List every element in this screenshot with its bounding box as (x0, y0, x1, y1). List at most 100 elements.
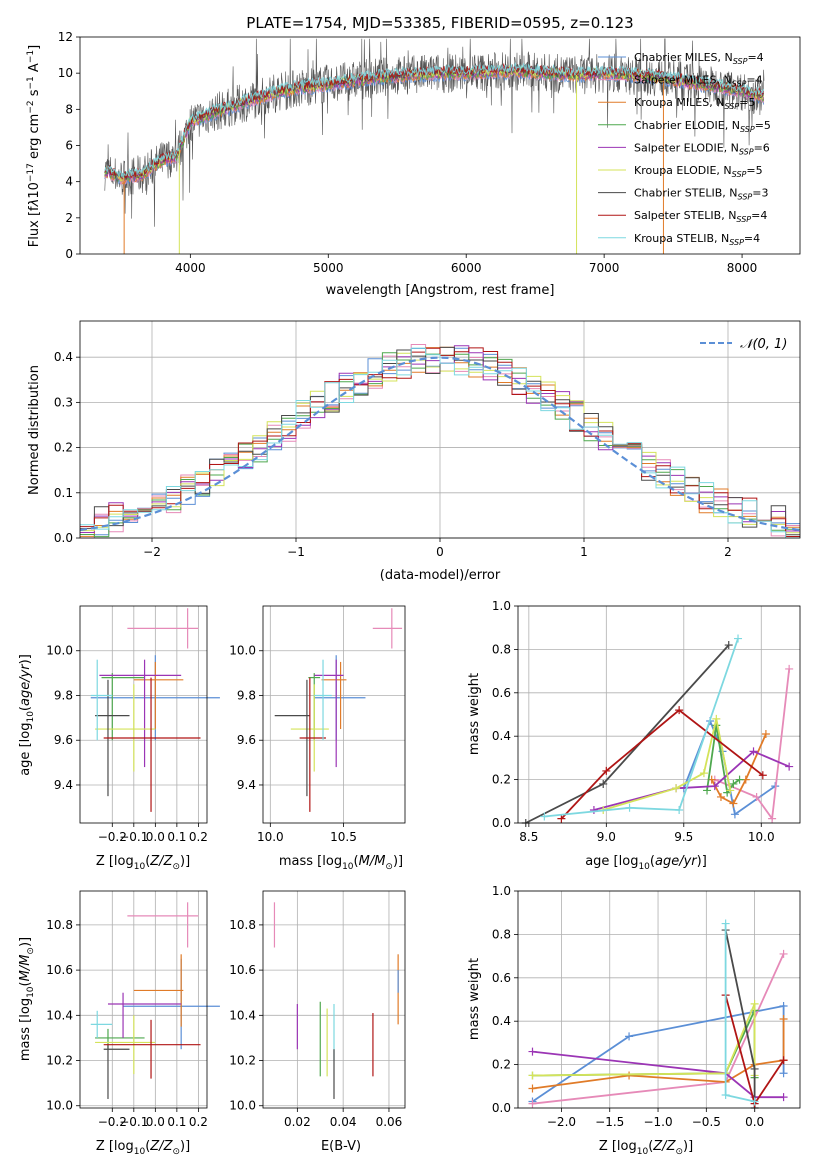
age_vs_mass-ytick-label: 9.4 (237, 778, 256, 792)
residuals-xtick-label: −2 (143, 545, 161, 559)
age_vs_mass-xtick-label: 10.0 (257, 830, 284, 844)
hist-kroupa_stelib (80, 347, 800, 539)
mass_vs_Z-grid (80, 891, 207, 1108)
mass-weight-marker-kroupa_elodie (726, 786, 735, 795)
mass_weight_vs_Z-frame (517, 890, 801, 1109)
mass-weight-marker-kroupa_stelib (675, 805, 684, 814)
mass_vs_ebv-xtick-label: 0.04 (330, 1115, 357, 1129)
mass-weight-marker-salpeter_stelib (779, 1056, 788, 1065)
mass-weight-line-salpeter_elodie (532, 1050, 784, 1099)
mass-weight-marker-kroupa_stelib (540, 812, 549, 821)
spectrum-panel: PLATE=1754, MJD=53385, FIBERID=0595, z=0… (26, 14, 801, 298)
mass_weight_vs_Z-ytick-label: 0.4 (492, 1014, 511, 1028)
mass-weight-marker-salpeter_elodie (589, 805, 598, 814)
spectrum-ytick-label: 8 (65, 102, 73, 116)
mass-weight-marker-chabrier_miles (779, 1002, 788, 1011)
mass-weight-vs-age-panel: 8.5 9.0 9.5 10.0 0.0 0.2 0.4 0.6 0.8 1.0 age [log… (467, 599, 801, 872)
mass-weight-marker-chabrier_stelib (599, 779, 608, 788)
mass_weight_vs_Z-ytick-label: 0.0 (492, 1101, 511, 1115)
mass_weight_vs_age-ytick-label: 1.0 (492, 599, 511, 613)
age_vs_mass-xtick-label: 10.5 (330, 830, 357, 844)
age_vs_Z-ytick-label: 10.0 (46, 644, 73, 658)
spectrum-frame (79, 36, 801, 255)
residuals-ytick-label: 0.1 (54, 486, 73, 500)
mass_vs_ebv-ytick-label: 10.8 (229, 918, 256, 932)
age_vs_Z-xtick-label: 0.0 (146, 830, 165, 844)
mass-weight-marker-kroupa_miles (761, 730, 770, 739)
residuals-marks (79, 344, 801, 539)
mass-weight-marker-salpeter_stelib (675, 706, 684, 715)
mass_weight_vs_age-ytick-label: 0.2 (492, 773, 511, 787)
mass_vs_ebv-ytick-label: 10.2 (229, 1054, 256, 1068)
mass_vs_Z-xtick-label: 0.0 (146, 1115, 165, 1129)
mass_vs_Z-xtick-label: −0.1 (119, 1115, 148, 1129)
legend-label-salpeter_miles: Salpeter MILES, NSSP=4 (634, 74, 763, 89)
mass-weight-line-kroupa_miles (532, 1019, 785, 1090)
mass-weight-marker-kroupa_elodie (699, 769, 708, 778)
mass_vs_Z-marks (90, 902, 220, 1099)
mass_weight_vs_age-ytick-label: 0.6 (492, 686, 511, 700)
mass_vs_ebv-ytick-label: 10.6 (229, 963, 256, 977)
mass-weight-marker-salpeter_stelib (557, 814, 566, 823)
mass-weight-marker-chabrier_elodie (735, 775, 744, 784)
mass_vs_ebv-xtick-label: 0.06 (376, 1115, 403, 1129)
residuals-ytick-label: 0.0 (54, 531, 73, 545)
mass-weight-vs-metallicity-panel: −2.0 −1.5 −1.0 −0.5 0.0 0.0 0.2 0.4 0.6 0.8 1.0 Z … (467, 884, 801, 1157)
residuals-xlabel: (data-model)/error (380, 568, 501, 583)
mass-weight-marker-kroupa_elodie (712, 714, 721, 723)
mass-weight-marker-kroupa_elodie (750, 999, 759, 1008)
age-z-ylabel: age [log10(age/yr)] (18, 654, 36, 776)
mass-weight-marker-kroupa_stelib (750, 1097, 759, 1106)
legend-label-salpeter_stelib: Salpeter STELIB, NSSP=4 (634, 209, 767, 224)
spectrum-model-kroupa_stelib (104, 61, 765, 179)
mass-weight-marker-kroupa_miles (729, 799, 738, 808)
mass-weight-marker-kroupa_stelib (721, 1090, 730, 1099)
mass_weight_vs_age-xtick-label: 10.0 (748, 830, 775, 844)
spectrum-xtick-label: 5000 (313, 261, 344, 275)
spectrum-ytick-label: 0 (65, 247, 73, 261)
mass-weight-marker-salpeter_elodie (785, 762, 794, 771)
mass-vs-metallicity-panel: −0.2−0.10.0 0.1 0.2 10.0 10.2 10.4 10.6 10.8 Z … (18, 890, 220, 1157)
mass_weight_vs_Z-ytick-label: 0.8 (492, 927, 511, 941)
mass_weight_vs_Z-xtick-label: 0.0 (745, 1115, 764, 1129)
age_vs_Z-xtick-label: 0.2 (189, 830, 208, 844)
mass-weight-marker-kroupa_stelib (625, 803, 634, 812)
residuals-xtick-label: 2 (724, 545, 732, 559)
mass-weight-marker-chabrier_elodie (703, 786, 712, 795)
age_vs_mass-ytick-label: 9.8 (237, 688, 256, 702)
mass_weight_vs_age-ytick-label: 0.0 (492, 816, 511, 830)
mass_vs_Z-ytick-label: 10.8 (46, 918, 73, 932)
mass_weight_vs_age-xtick-label: 9.0 (597, 830, 616, 844)
mass_weight_vs_Z-xtick-label: −1.0 (643, 1115, 672, 1129)
mass-ebv-xlabel: E(B-V) (321, 1139, 361, 1154)
residuals-ytick-label: 0.4 (54, 350, 73, 364)
spectrum-xtick-label: 6000 (451, 261, 482, 275)
mass-weight-marker-salpeter_elodie (779, 1093, 788, 1102)
mass_weight_vs_Z-xtick-label: −2.0 (547, 1115, 576, 1129)
mass_vs_ebv-ytick-label: 10.0 (229, 1099, 256, 1113)
mass_weight_vs_Z-ytick-label: 0.6 (492, 971, 511, 985)
residuals-ytick-label: 0.2 (54, 441, 73, 455)
spectrum-ytick-label: 4 (65, 175, 73, 189)
age_vs_mass-grid (263, 606, 405, 823)
spectrum-ytick-label: 10 (58, 66, 73, 80)
mass-weight-line-chabrier_elodie (532, 1010, 756, 1078)
age_vs_Z-ytick-label: 9.8 (54, 688, 73, 702)
mass-weight-line-chabrier_stelib (525, 644, 730, 824)
mw-z-ylabel: mass weight (467, 958, 482, 1040)
age_vs_mass-ytick-label: 10.0 (229, 644, 256, 658)
mass-weight-marker-kroupa_elodie (528, 1071, 537, 1080)
mass-weight-line-kroupa_elodie (532, 1003, 756, 1077)
residuals-xtick-label: −1 (287, 545, 305, 559)
spectrum-ytick-label: 6 (65, 139, 73, 153)
residual-histogram-panel: −2 −1 0 1 2 0.0 0.1 0.2 0.3 0.4 (data-model)/erro… (27, 320, 801, 583)
mass-weight-marker-salpeter_miles (752, 792, 761, 801)
mass_vs_ebv-xtick-label: 0.02 (284, 1115, 311, 1129)
mw-z-xlabel: Z [log10(Z/Z⊙)] (599, 1139, 693, 1157)
mass-weight-marker-chabrier_miles (625, 1032, 634, 1041)
age_vs_mass-frame (262, 605, 406, 824)
mw-age-ylabel: mass weight (467, 673, 482, 755)
mass-weight-marker-kroupa_miles (779, 1015, 788, 1024)
mass_vs_Z-ytick-label: 10.2 (46, 1054, 73, 1068)
mass_weight_vs_Z-marks (528, 919, 788, 1112)
